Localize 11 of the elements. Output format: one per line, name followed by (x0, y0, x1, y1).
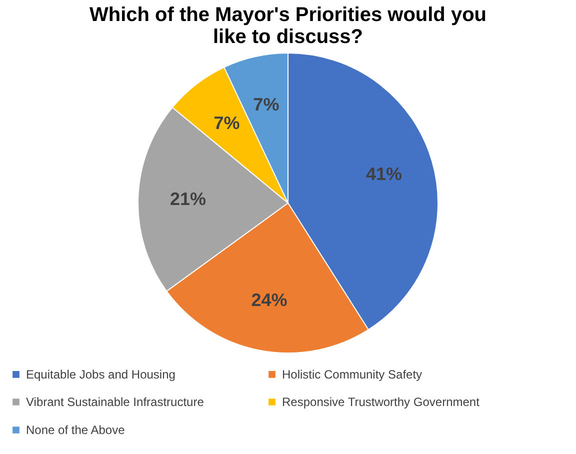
legend-label: Holistic Community Safety (282, 367, 422, 382)
legend-label: None of the Above (26, 423, 126, 437)
data-label: 24% (251, 290, 288, 310)
legend-label: Equitable Jobs and Housing (26, 367, 176, 382)
data-label: 21% (170, 188, 206, 209)
data-label: 7% (214, 112, 240, 133)
data-label: 7% (253, 94, 280, 114)
data-label: 41% (366, 164, 402, 184)
legend-label: Vibrant Sustainable Infrastructure (26, 395, 204, 409)
chart-title: Which of the Mayor's Priorities would you like to discuss? (89, 4, 487, 48)
legend-label: Responsive Trustworthy Government (282, 395, 480, 409)
